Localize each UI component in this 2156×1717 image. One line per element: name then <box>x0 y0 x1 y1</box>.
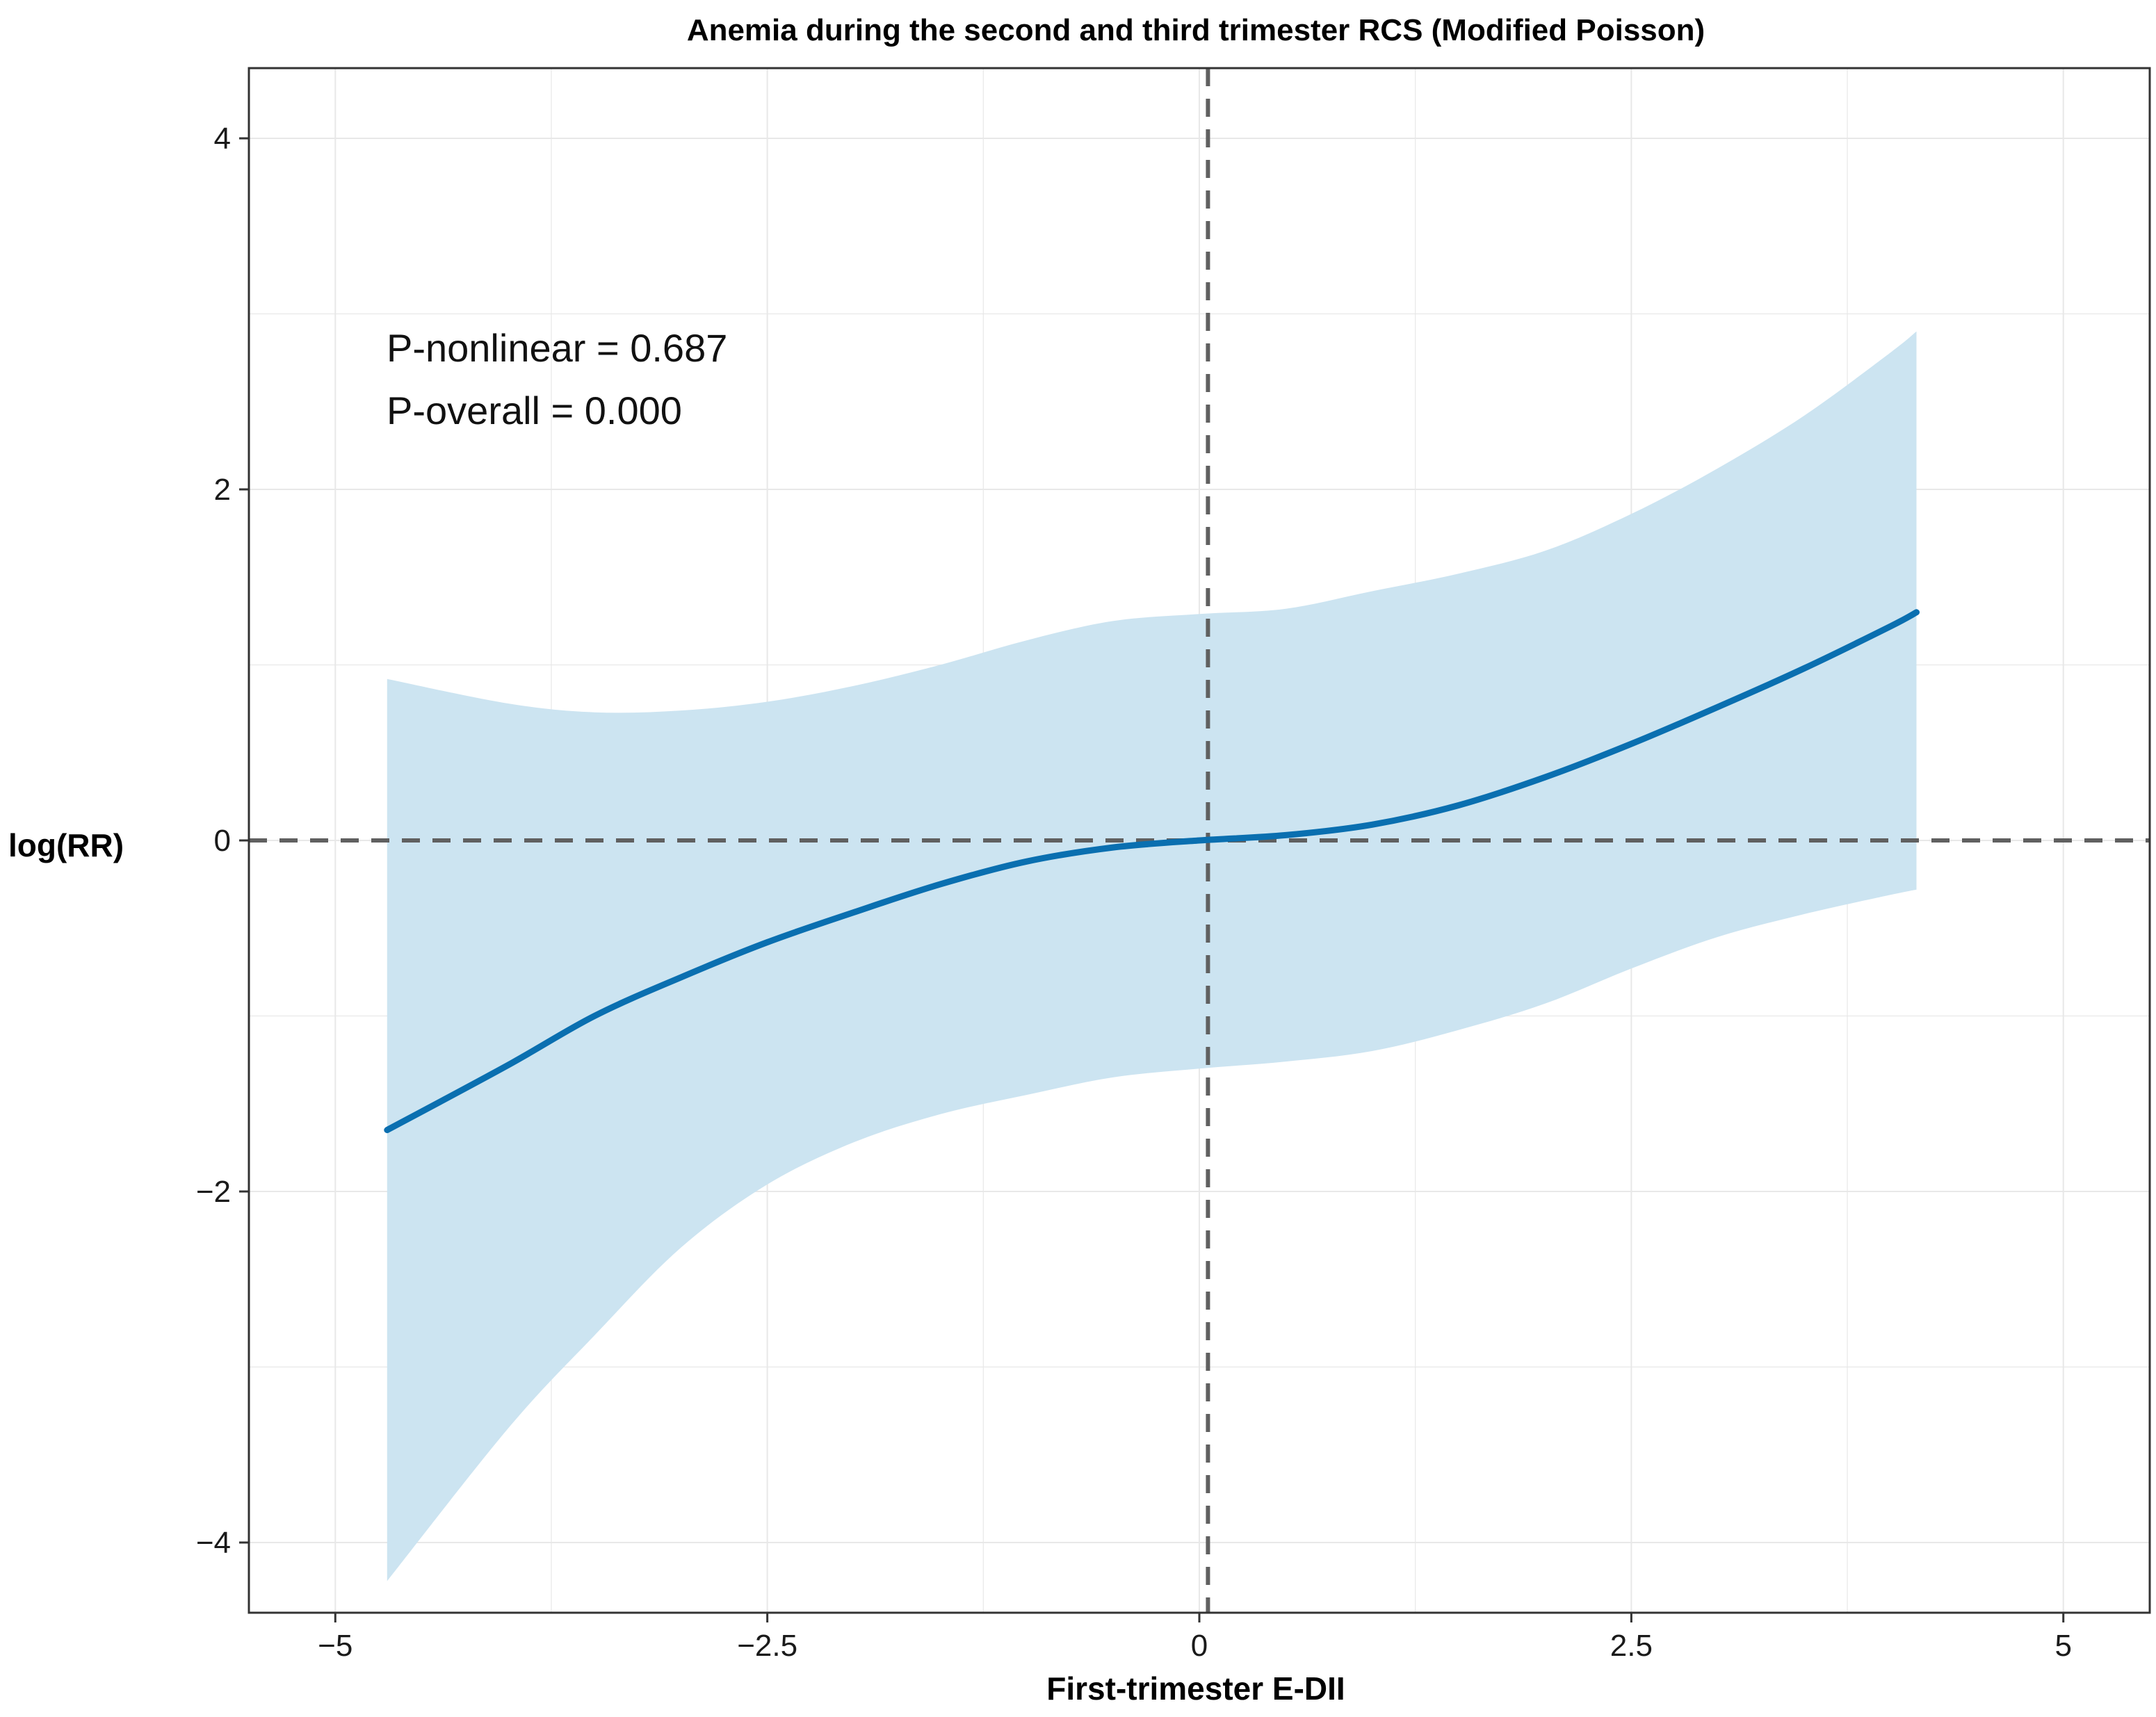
y-tick-label: 4 <box>214 122 231 156</box>
x-tick-label: 0 <box>1191 1629 1208 1663</box>
y-tick-label: −2 <box>196 1175 231 1209</box>
p-overall-annotation: P-overall = 0.000 <box>387 389 682 432</box>
chart-title: Anemia during the second and third trime… <box>687 13 1705 47</box>
y-tick-label: 2 <box>214 473 231 507</box>
confidence-band <box>387 331 1917 1581</box>
estimate-line <box>384 609 1920 1134</box>
confidence-band-layer <box>387 331 1917 1581</box>
x-tick-label: 5 <box>2054 1629 2071 1663</box>
p-nonlinear-annotation: P-nonlinear = 0.687 <box>387 326 727 370</box>
ticks-layer: −5 −2.5 0 2.5 5 −4 −2 0 2 4 <box>196 122 2072 1663</box>
y-tick-label: −4 <box>196 1526 231 1560</box>
estimate-line-layer <box>384 609 1920 1134</box>
x-axis-title: First-trimester E-DII <box>1046 1670 1345 1707</box>
x-tick-label: −5 <box>318 1629 352 1663</box>
x-tick-label: 2.5 <box>1610 1629 1653 1663</box>
y-axis-title: log(RR) <box>8 827 124 863</box>
y-tick-label: 0 <box>214 824 231 858</box>
x-tick-label: −2.5 <box>737 1629 797 1663</box>
